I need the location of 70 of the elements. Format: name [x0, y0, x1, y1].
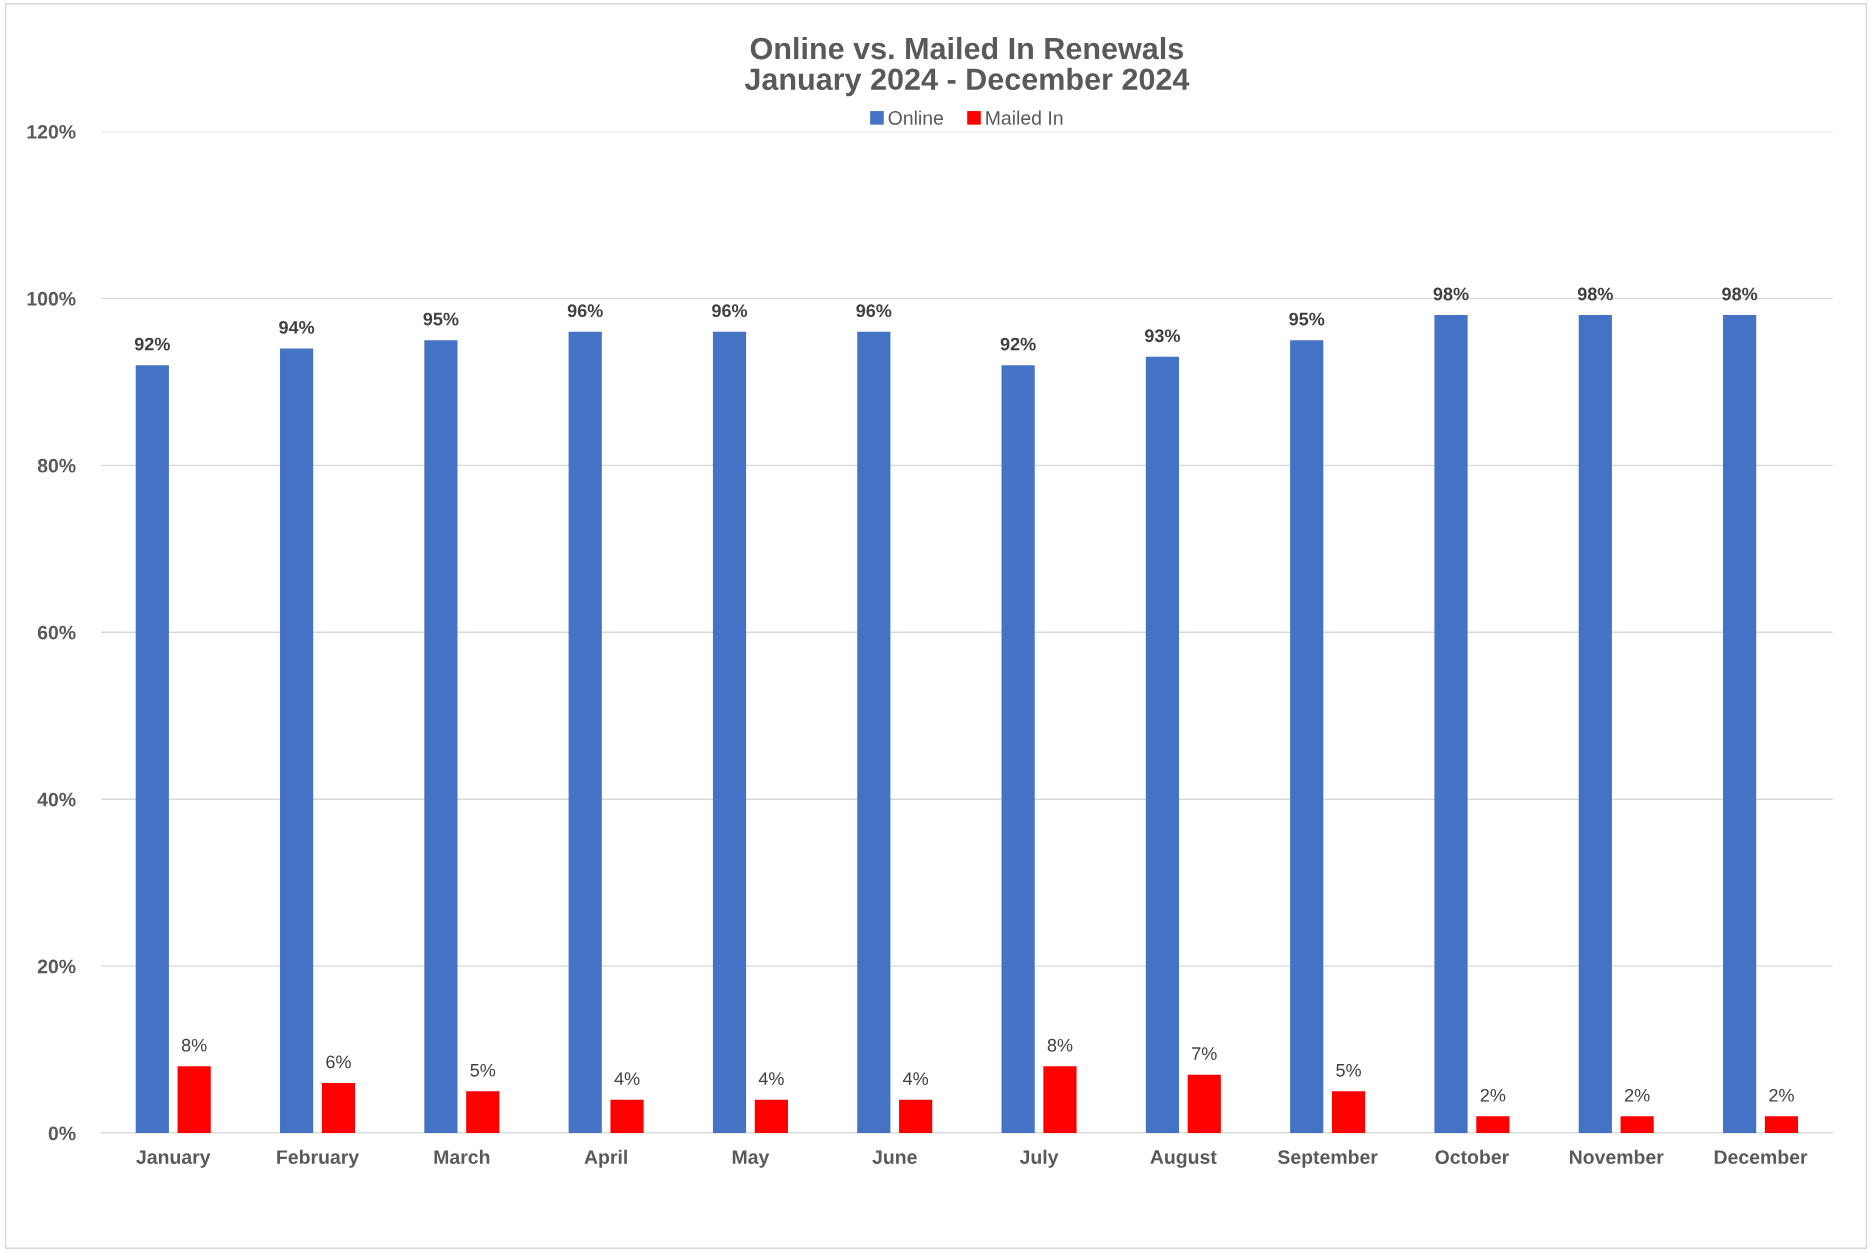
data-label: 95% [423, 312, 459, 326]
legend-label: Online [888, 110, 944, 125]
bar [1187, 1074, 1221, 1134]
data-label: 98% [1722, 287, 1758, 301]
bar [1331, 1091, 1366, 1134]
data-label: 93% [1144, 329, 1181, 343]
y-tick-label: 120% [27, 124, 76, 139]
x-tick-label: May [732, 1150, 770, 1168]
bar [1043, 1066, 1077, 1134]
y-tick-label: 100% [27, 291, 76, 306]
data-label: 5% [470, 1063, 496, 1077]
data-label: 96% [856, 304, 892, 318]
data-label: 92% [134, 337, 170, 351]
data-label: 7% [1192, 1047, 1217, 1060]
bar [610, 1099, 644, 1134]
bar [1001, 365, 1035, 1134]
x-tick-label: March [434, 1149, 490, 1165]
x-tick-label: September [1277, 1149, 1378, 1168]
data-label: 5% [1336, 1063, 1361, 1077]
legend-label: Mailed In [986, 110, 1063, 125]
bar [321, 1082, 356, 1134]
bar [1290, 340, 1324, 1134]
bar [466, 1091, 500, 1134]
data-label: 8% [1047, 1038, 1073, 1052]
bar [1578, 315, 1612, 1134]
bar [135, 365, 169, 1134]
y-tick-label: 80% [37, 458, 76, 473]
bar [1620, 1116, 1654, 1134]
x-tick-label: August [1150, 1150, 1217, 1168]
data-label: 2% [1625, 1088, 1650, 1102]
data-label: 4% [758, 1072, 784, 1085]
data-label: 8% [181, 1038, 207, 1052]
data-label: 6% [326, 1055, 351, 1069]
x-tick-label: February [277, 1149, 360, 1168]
bar [899, 1099, 933, 1134]
data-label: 96% [712, 304, 748, 318]
bar [712, 331, 747, 1134]
data-label: 2% [1480, 1088, 1506, 1102]
data-label: 96% [567, 304, 603, 318]
x-tick-label: November [1569, 1149, 1664, 1165]
data-label: 2% [1769, 1088, 1794, 1102]
y-tick-label: 60% [37, 625, 76, 640]
data-label: 98% [1577, 287, 1613, 301]
bar [1476, 1116, 1510, 1134]
x-tick-label: June [872, 1150, 917, 1165]
bar [857, 331, 891, 1134]
bar [424, 340, 458, 1134]
bar [280, 348, 314, 1134]
x-tick-label: April [584, 1149, 627, 1168]
data-label: 92% [1000, 337, 1036, 351]
bar [177, 1066, 211, 1134]
x-tick-label: January [136, 1150, 211, 1168]
x-tick-label: July [1019, 1149, 1059, 1168]
data-label: 94% [279, 321, 315, 334]
data-label: 4% [903, 1072, 929, 1085]
data-label: 95% [1289, 312, 1325, 326]
chart-title: Online vs. Mailed In Renewals January 2024 - December 2024 [744, 36, 1190, 97]
x-tick-label: October [1435, 1149, 1509, 1165]
bar [568, 331, 602, 1134]
bar [1434, 315, 1468, 1134]
bar [1723, 315, 1757, 1134]
data-label: 98% [1433, 287, 1469, 301]
y-tick-label: 0% [48, 1126, 76, 1141]
bar [1764, 1116, 1799, 1134]
y-tick-label: 20% [37, 959, 76, 974]
bar [1145, 356, 1180, 1134]
y-tick-label: 40% [37, 792, 76, 807]
x-tick-label: December [1714, 1149, 1808, 1165]
data-label: 4% [614, 1072, 640, 1085]
bar [754, 1099, 788, 1134]
